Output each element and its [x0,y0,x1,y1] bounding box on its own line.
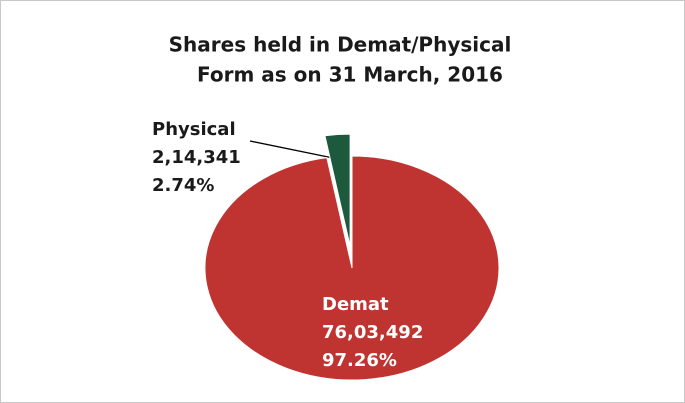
leader-line [249,140,334,159]
chart-title: Shares held in Demat/Physical [169,33,512,57]
slice-count: 2,14,341 [152,147,241,168]
chart-title: Form as on 31 March, 2016 [197,63,503,87]
slice-percent: 2.74% [152,175,214,196]
pie-slice [204,155,500,381]
slice-label: Demat [322,294,389,315]
pie-slice [324,133,351,247]
slice-label: Physical [152,119,236,140]
slice-percent: 97.26% [322,350,397,371]
slice-count: 76,03,492 [322,322,423,343]
